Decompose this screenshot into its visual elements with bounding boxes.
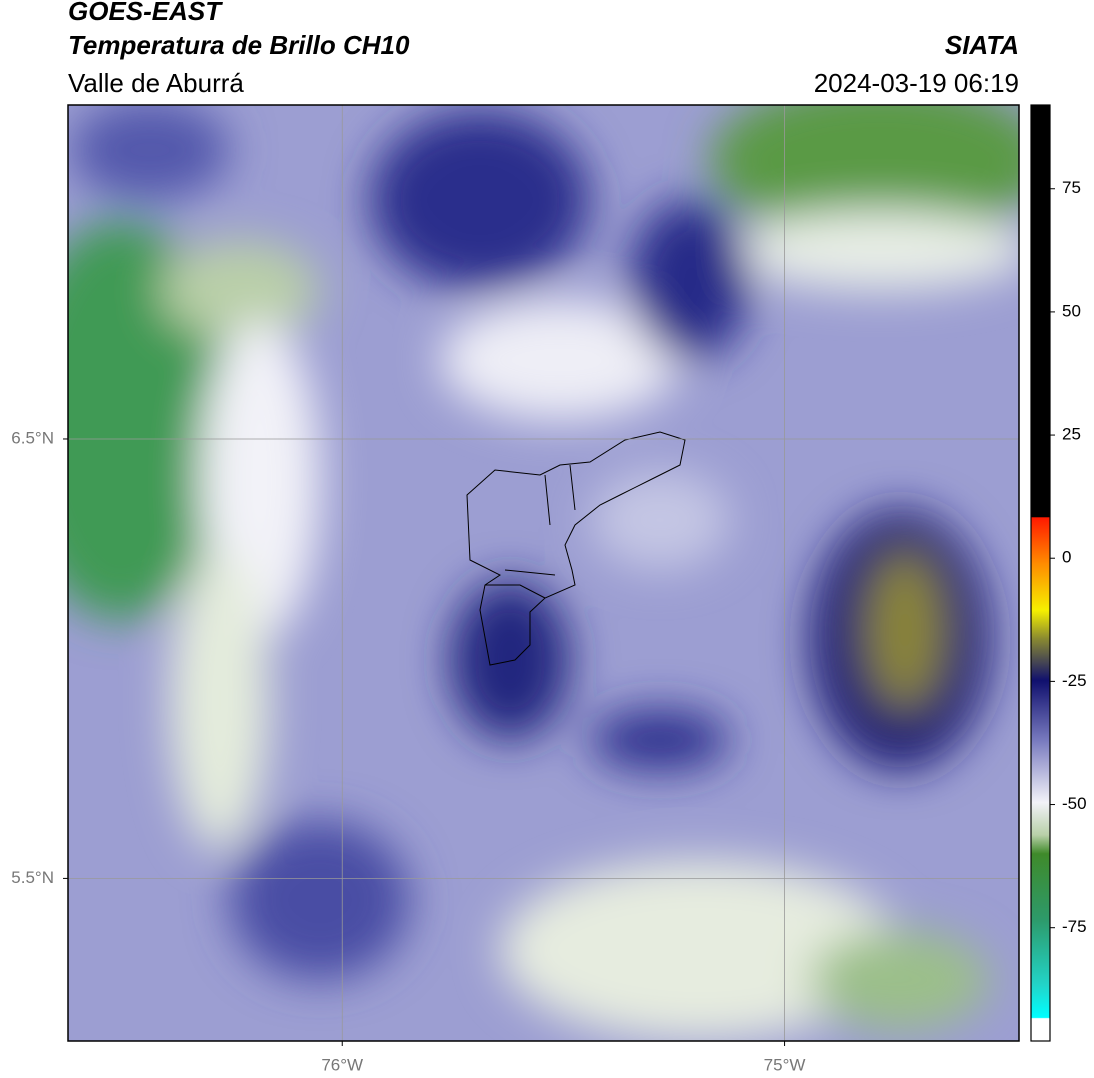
map-frame	[67, 104, 1020, 1042]
x-tick-label: 76°W	[321, 1055, 363, 1074]
colorbar-tick-label: -25	[1062, 671, 1087, 690]
colorbar-tick-label: 0	[1062, 548, 1071, 567]
valley-outline	[466, 431, 686, 666]
product: Temperatura de Brillo CH10	[68, 30, 410, 60]
y-tick-label: 6.5°N	[11, 428, 54, 447]
colorbar-tick-label: -75	[1062, 917, 1087, 936]
x-tick-label: 75°W	[764, 1055, 806, 1074]
y-tick-label: 5.5°N	[11, 868, 54, 887]
region: Valle de Aburrá	[68, 68, 244, 98]
colorbar-tick-label: 50	[1062, 301, 1081, 320]
datetime: 2024-03-19 06:19	[814, 68, 1019, 98]
map-field	[68, 105, 1019, 1041]
satellite: GOES-EAST	[68, 0, 223, 26]
colorbar-tick-label: 75	[1062, 178, 1081, 197]
colorbar	[1030, 104, 1051, 1042]
colorbar-tick-label: 25	[1062, 425, 1081, 444]
colorbar-tick-label: -50	[1062, 794, 1087, 813]
agency: SIATA	[945, 30, 1019, 60]
